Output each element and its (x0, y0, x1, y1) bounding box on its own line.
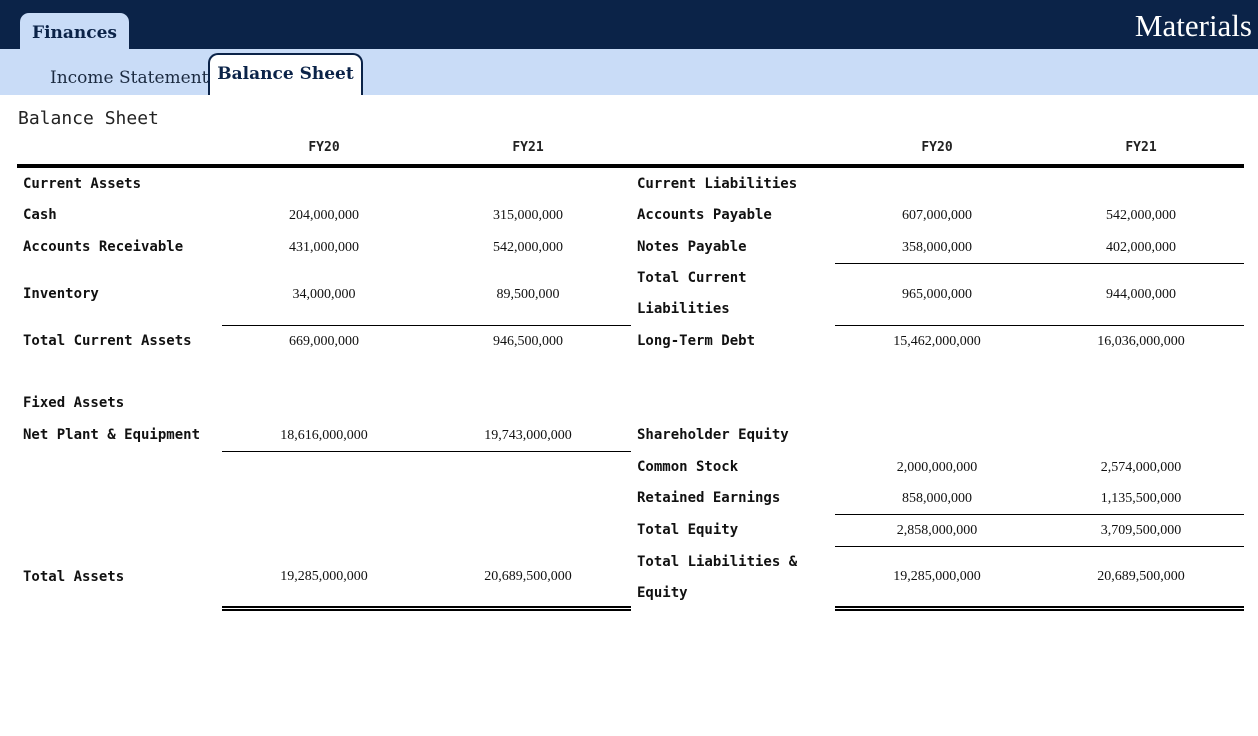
subtotal-rule (222, 325, 631, 326)
current-liabilities-heading: Current Liabilities (637, 176, 798, 192)
subtotal-rule (222, 451, 631, 452)
sub-navigation-bar: Income Statement Balance Sheet (0, 49, 1258, 95)
column-header-fy20-liabilities: FY20 (921, 140, 953, 155)
tab-finances[interactable]: Finances (20, 13, 129, 49)
total-current-liabilities-fy20: 965,000,000 (902, 287, 972, 302)
total-equity-label: Total Equity (637, 522, 739, 538)
app-title: Materials (1134, 8, 1252, 43)
column-header-fy20-assets: FY20 (308, 140, 340, 155)
retained-earnings-label: Retained Earnings (637, 490, 781, 506)
notes-payable-fy21: 402,000,000 (1106, 240, 1176, 255)
header-divider (17, 164, 1244, 168)
total-liabilities-equity-fy20: 19,285,000,000 (893, 569, 981, 584)
total-liabilities-equity-label-line1: Total Liabilities & (637, 554, 798, 570)
notes-payable-fy20: 358,000,000 (902, 240, 972, 255)
total-assets-label: Total Assets (23, 569, 125, 585)
inventory-fy20: 34,000,000 (292, 287, 356, 302)
double-underline (222, 606, 631, 611)
total-equity-fy21: 3,709,500,000 (1100, 523, 1182, 538)
column-header-fy21-assets: FY21 (512, 140, 544, 155)
tab-income-statement[interactable]: Income Statement (50, 68, 209, 88)
total-liabilities-equity-label-line2: Equity (637, 585, 688, 601)
accounts-payable-fy20: 607,000,000 (902, 208, 972, 223)
total-assets-fy21: 20,689,500,000 (484, 569, 572, 584)
total-current-liabilities-fy21: 944,000,000 (1106, 287, 1176, 302)
net-plant-equipment-label: Net Plant & Equipment (23, 427, 201, 443)
tab-balance-sheet[interactable]: Balance Sheet (208, 53, 363, 95)
column-header-fy21-liabilities: FY21 (1125, 140, 1157, 155)
accounts-receivable-fy21: 542,000,000 (493, 240, 563, 255)
page-title: Balance Sheet (18, 108, 159, 129)
notes-payable-label: Notes Payable (637, 239, 747, 255)
total-current-liabilities-label-line1: Total Current (637, 270, 747, 286)
retained-earnings-fy20: 858,000,000 (902, 491, 972, 506)
accounts-payable-label: Accounts Payable (637, 207, 772, 223)
long-term-debt-label: Long-Term Debt (637, 333, 756, 349)
cash-label: Cash (23, 207, 57, 223)
subtotal-rule (835, 514, 1244, 515)
long-term-debt-fy21: 16,036,000,000 (1097, 334, 1185, 349)
inventory-label: Inventory (23, 286, 99, 302)
subtotal-rule (835, 546, 1244, 547)
net-plant-equipment-fy20: 18,616,000,000 (280, 428, 368, 443)
total-equity-fy20: 2,858,000,000 (896, 523, 978, 538)
cash-fy20: 204,000,000 (289, 208, 359, 223)
fixed-assets-heading: Fixed Assets (23, 395, 125, 411)
cash-fy21: 315,000,000 (493, 208, 563, 223)
total-current-assets-fy20: 669,000,000 (289, 334, 359, 349)
subtotal-rule (835, 263, 1244, 264)
total-assets-fy20: 19,285,000,000 (280, 569, 368, 584)
current-assets-heading: Current Assets (23, 176, 142, 192)
accounts-payable-fy21: 542,000,000 (1106, 208, 1176, 223)
common-stock-fy21: 2,574,000,000 (1100, 460, 1182, 475)
shareholder-equity-heading: Shareholder Equity (637, 427, 789, 443)
subtotal-rule (835, 325, 1244, 326)
total-current-liabilities-label-line2: Liabilities (637, 301, 730, 317)
total-current-assets-fy21: 946,500,000 (493, 334, 563, 349)
accounts-receivable-fy20: 431,000,000 (289, 240, 359, 255)
double-underline (835, 606, 1244, 611)
accounts-receivable-label: Accounts Receivable (23, 239, 184, 255)
total-current-assets-label: Total Current Assets (23, 333, 192, 349)
net-plant-equipment-fy21: 19,743,000,000 (484, 428, 572, 443)
long-term-debt-fy20: 15,462,000,000 (893, 334, 981, 349)
retained-earnings-fy21: 1,135,500,000 (1100, 491, 1182, 506)
total-liabilities-equity-fy21: 20,689,500,000 (1097, 569, 1185, 584)
common-stock-label: Common Stock (637, 459, 739, 475)
inventory-fy21: 89,500,000 (496, 287, 560, 302)
top-navigation-bar: Finances Materials (0, 0, 1258, 49)
common-stock-fy20: 2,000,000,000 (896, 460, 978, 475)
